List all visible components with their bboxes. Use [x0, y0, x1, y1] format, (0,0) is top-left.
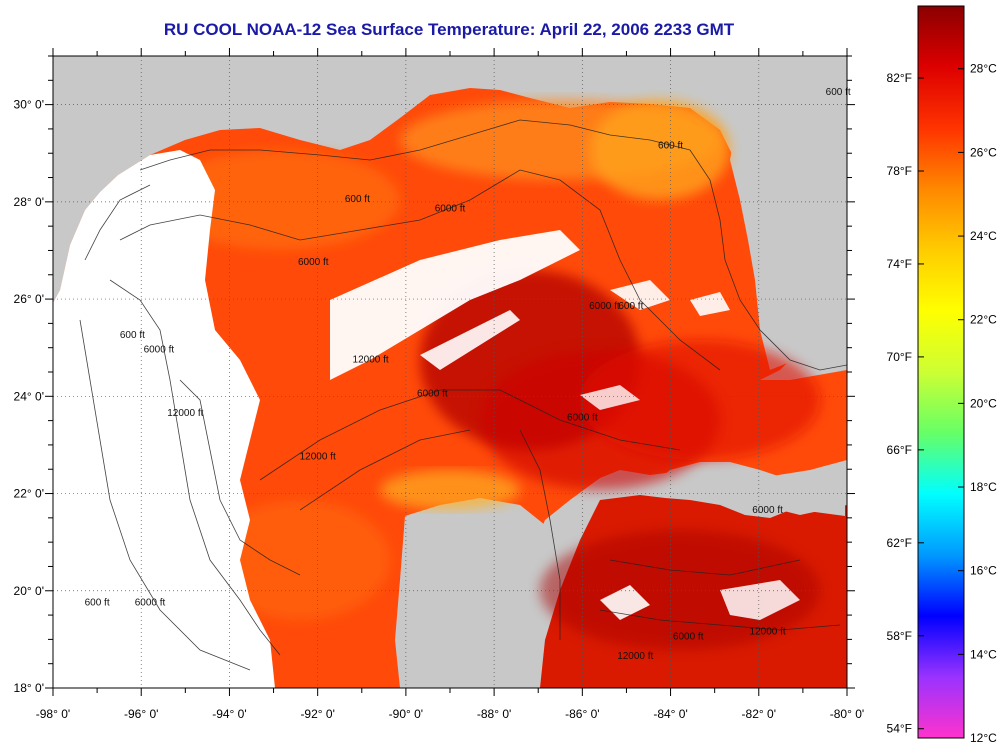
lon-tick-label: -90° 0' [389, 707, 423, 721]
contour-label: 12000 ft [167, 408, 203, 419]
contour-label: 6000 ft [567, 413, 598, 424]
colorbar-fahrenheit-label: 78°F [887, 164, 912, 178]
colorbar-fahrenheit-label: 54°F [887, 722, 912, 736]
colorbar-celsius-label: 24°C [970, 229, 997, 243]
contour-label: 12000 ft [300, 452, 336, 463]
lat-tick-label: 26° 0' [14, 292, 44, 306]
cool-shelf-bigbend [590, 100, 730, 200]
colorbar-fahrenheit-label: 66°F [887, 443, 912, 457]
contour-label: 600 ft [120, 330, 145, 341]
lat-tick-label: 28° 0' [14, 195, 44, 209]
graticule [53, 56, 847, 688]
colorbar-fahrenheit-labels: 82°F 78°F 74°F 70°F 66°F 62°F 58°F 54°F [887, 71, 924, 736]
colorbar-celsius-label: 28°C [970, 62, 997, 76]
lat-tick-label: 20° 0' [14, 584, 44, 598]
map-title: RU COOL NOAA-12 Sea Surface Temperature:… [163, 20, 735, 39]
map-plot-area [53, 56, 847, 688]
yucatan-land [395, 498, 545, 688]
colorbar-fahrenheit-label: 58°F [887, 629, 912, 643]
colorbar-celsius-label: 22°C [970, 313, 997, 327]
lon-tick-label: -88° 0' [477, 707, 511, 721]
contour-label: 600 ft [85, 597, 110, 608]
contour-label: 6000 ft [298, 257, 329, 268]
lon-tick-label: -84° 0' [653, 707, 687, 721]
cloud-streaks [330, 230, 800, 620]
contour-label: 12000 ft [353, 354, 389, 365]
colorbar-celsius-label: 14°C [970, 647, 997, 661]
lon-tick-label: -98° 0' [36, 707, 70, 721]
colorbar-frame [917, 5, 965, 739]
contour-label: 12000 ft [750, 627, 786, 638]
warm-core-3 [580, 340, 820, 460]
colorbar-celsius-label: 18°C [970, 480, 997, 494]
colorbar-fahrenheit-label: 74°F [887, 257, 912, 271]
contour-label: 6000 ft [673, 631, 704, 642]
lon-tick-label: -92° 0' [300, 707, 334, 721]
colorbar-celsius-label: 20°C [970, 396, 997, 410]
contour-label: 6000 ft [435, 204, 466, 215]
lat-tick-label: 18° 0' [14, 681, 44, 695]
cool-shelf-louisiana [160, 150, 400, 250]
colorbar-celsius-label: 12°C [970, 731, 997, 745]
lon-tick-label: -86° 0' [565, 707, 599, 721]
western-cloud-mask [53, 150, 275, 688]
lat-tick-label: 22° 0' [14, 487, 44, 501]
contour-label: 6000 ft [144, 345, 175, 356]
contour-label: 600 ft [658, 140, 683, 151]
contour-label: 6000 ft [417, 388, 448, 399]
lon-tick-label: -80° 0' [830, 707, 864, 721]
colorbar-fahrenheit-label: 70°F [887, 350, 912, 364]
contour-label: 6000 ft [135, 597, 166, 608]
florida-land [730, 60, 847, 370]
colorbar-fahrenheit-label: 82°F [887, 71, 912, 85]
contour-label: 600 ft [826, 87, 851, 98]
longitude-tick-labels: -98° 0' -96° 0' -94° 0' -92° 0' -90° 0' -88° … [36, 707, 864, 721]
campeche-warm [210, 500, 390, 620]
contour-label: 12000 ft [617, 651, 653, 662]
contour-label: 6000 ft [752, 505, 783, 516]
lon-tick-label: -82° 0' [742, 707, 776, 721]
colorbar-fahrenheit-label: 62°F [887, 536, 912, 550]
lon-tick-label: -96° 0' [124, 707, 158, 721]
colorbar-celsius-label: 26°C [970, 145, 997, 159]
yucatan-coastal-cool [380, 470, 520, 510]
bathymetry-contours [79, 119, 847, 671]
cuba-land [640, 462, 845, 518]
latitude-tick-labels: 18° 0' 20° 0' 22° 0' 24° 0' 26° 0' 28° 0' 30° … [14, 98, 44, 695]
colorbar-celsius-label: 16°C [970, 564, 997, 578]
lat-tick-label: 24° 0' [14, 389, 44, 403]
colorbar [918, 6, 964, 738]
contour-label: 600 ft [618, 301, 643, 312]
contour-label: 600 ft [345, 194, 370, 205]
axis-ticks [45, 48, 855, 696]
lat-tick-label: 30° 0' [14, 98, 44, 112]
colorbar-celsius-labels: 28°C 26°C 24°C 22°C 20°C 18°C 16°C 14°C 12°C [958, 62, 997, 745]
lon-tick-label: -94° 0' [212, 707, 246, 721]
contour-label: 6000 ft [589, 301, 620, 312]
